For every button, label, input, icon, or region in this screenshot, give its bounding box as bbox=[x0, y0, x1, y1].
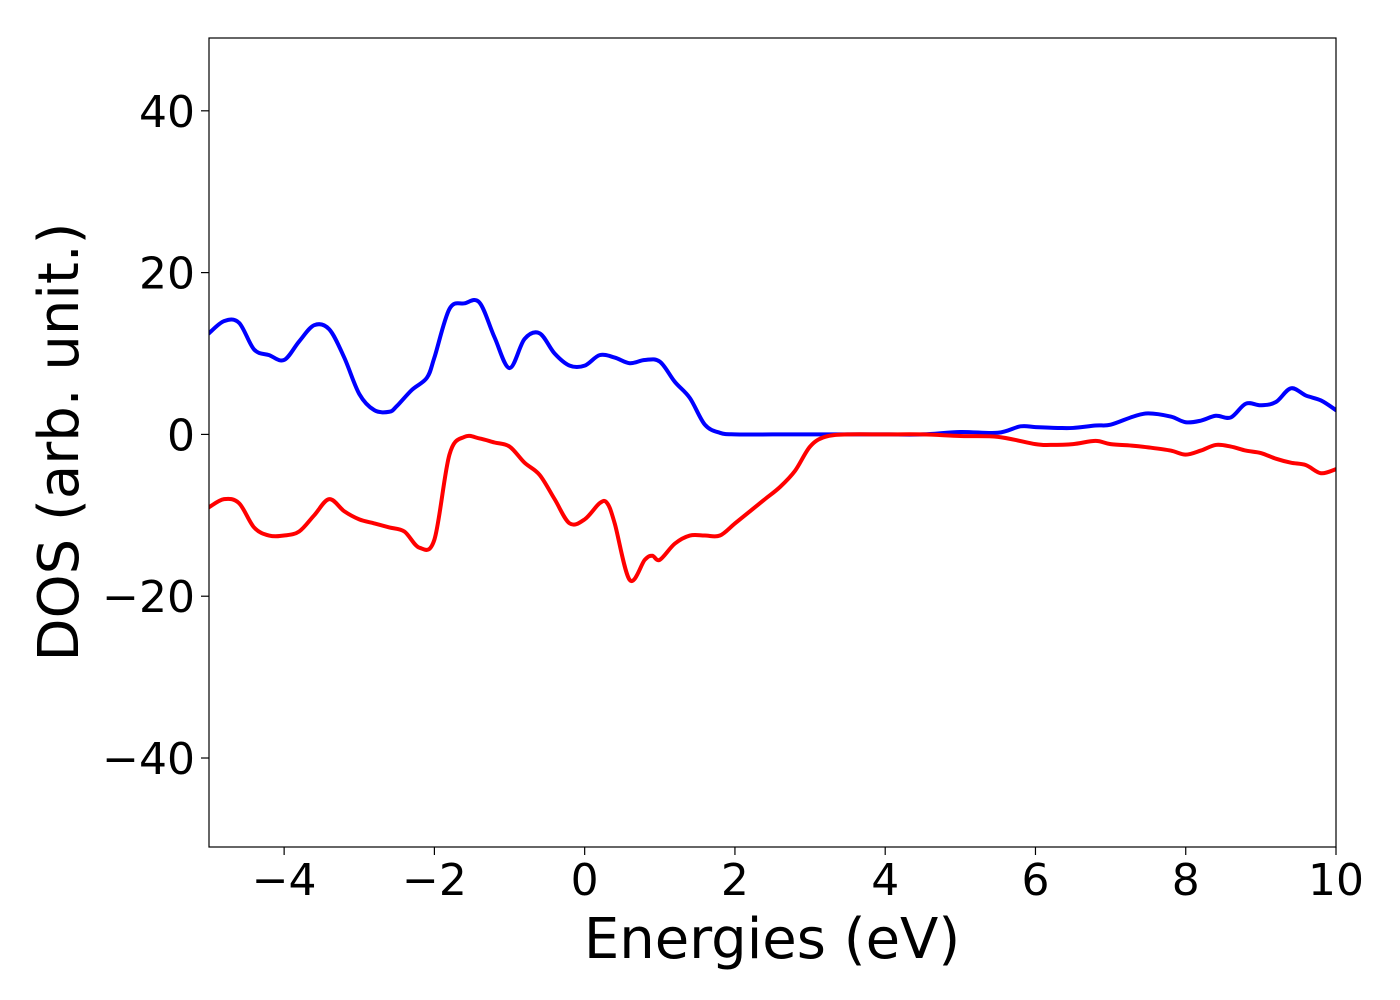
x-tick-label: −2 bbox=[402, 855, 467, 906]
y-tick-label: 20 bbox=[139, 249, 195, 300]
x-tick-label: 10 bbox=[1308, 855, 1364, 906]
series-line-spin-down bbox=[209, 432, 1336, 584]
x-tick-label: 2 bbox=[721, 855, 749, 906]
x-tick-label: 6 bbox=[1021, 855, 1049, 906]
x-tick-label: 0 bbox=[571, 855, 599, 906]
x-axis-title: Energies (eV) bbox=[584, 907, 960, 972]
y-axis-title: DOS (arb. unit.) bbox=[27, 222, 92, 661]
x-tick-label: 4 bbox=[871, 855, 899, 906]
y-tick-label: 0 bbox=[167, 410, 195, 461]
x-axis-ticks: −4 −2 0 2 4 6 8 10 bbox=[252, 847, 1364, 906]
x-tick-label: −4 bbox=[252, 855, 317, 906]
series-line-spin-up bbox=[209, 298, 1336, 437]
plot-frame bbox=[208, 37, 1337, 848]
y-tick-label: −40 bbox=[102, 734, 195, 785]
plot-background bbox=[209, 38, 1336, 847]
y-tick-label: 40 bbox=[139, 87, 195, 138]
x-tick-label: 8 bbox=[1172, 855, 1200, 906]
series-layer bbox=[209, 298, 1336, 584]
y-axis-ticks: −40 −20 0 20 40 bbox=[102, 87, 209, 785]
y-tick-label: −20 bbox=[102, 572, 195, 623]
